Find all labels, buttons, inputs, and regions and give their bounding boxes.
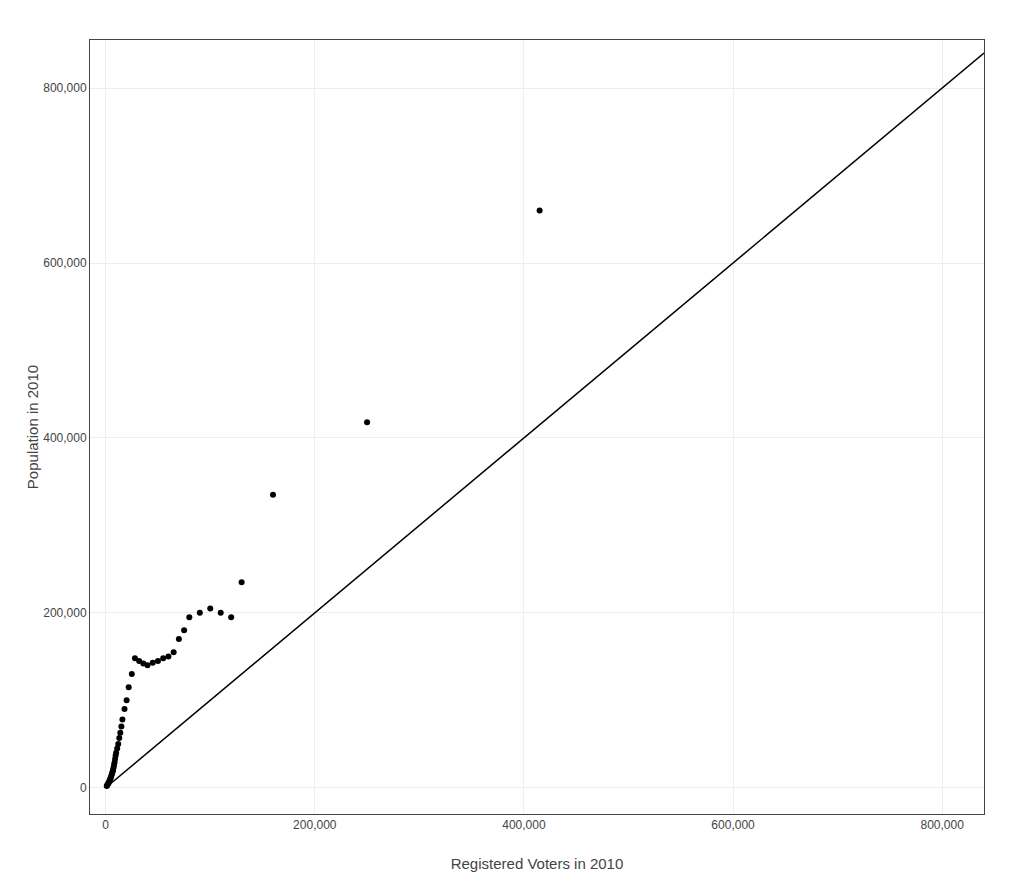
svg-text:400,000: 400,000 bbox=[43, 431, 87, 445]
svg-text:0: 0 bbox=[102, 818, 109, 832]
svg-text:Population in 2010: Population in 2010 bbox=[24, 365, 41, 489]
svg-text:400,000: 400,000 bbox=[502, 818, 546, 832]
svg-text:800,000: 800,000 bbox=[43, 81, 87, 95]
svg-text:600,000: 600,000 bbox=[711, 818, 755, 832]
svg-text:800,000: 800,000 bbox=[920, 818, 964, 832]
svg-text:600,000: 600,000 bbox=[43, 256, 87, 270]
svg-text:Registered Voters in 2010: Registered Voters in 2010 bbox=[451, 855, 624, 872]
svg-text:0: 0 bbox=[80, 781, 87, 795]
svg-text:200,000: 200,000 bbox=[293, 818, 337, 832]
svg-text:200,000: 200,000 bbox=[43, 606, 87, 620]
